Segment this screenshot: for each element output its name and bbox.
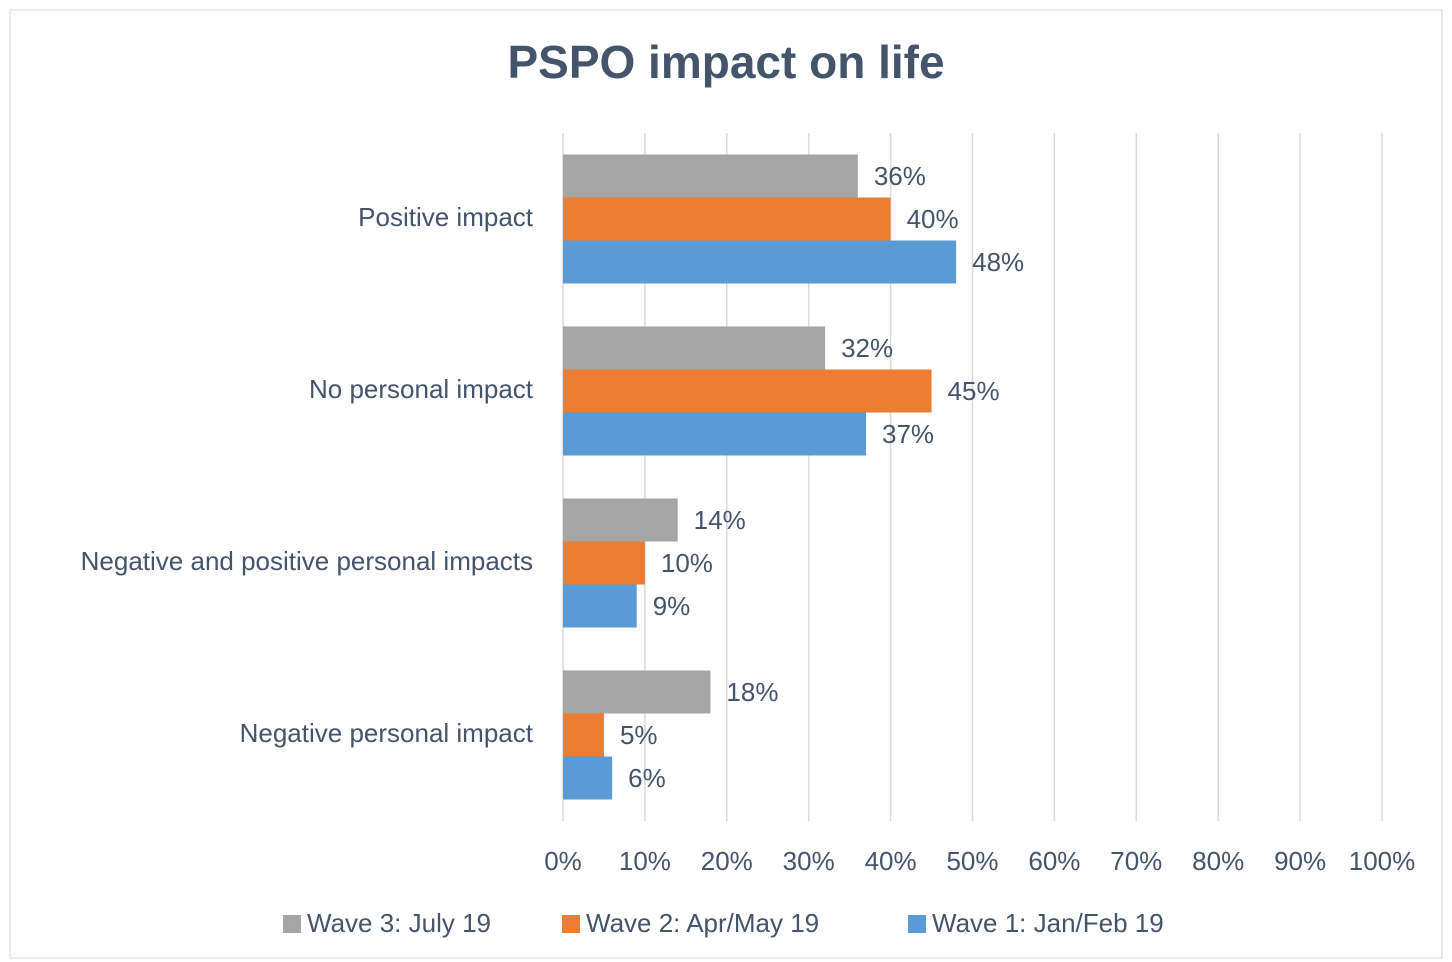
x-tick-label: 80% [1192, 846, 1244, 876]
legend-label: Wave 2: Apr/May 19 [586, 908, 819, 938]
x-tick-label: 40% [865, 846, 917, 876]
data-label: 40% [907, 204, 959, 234]
x-tick-label: 70% [1110, 846, 1162, 876]
bar [563, 541, 645, 585]
data-label: 45% [948, 376, 1000, 406]
x-tick-label: 20% [701, 846, 753, 876]
bar [563, 154, 858, 198]
data-label: 10% [661, 548, 713, 578]
bar [563, 713, 604, 757]
chart-title: PSPO impact on life [507, 36, 944, 88]
y-tick-label: Positive impact [358, 202, 534, 232]
legend-label: Wave 3: July 19 [307, 908, 491, 938]
data-label: 6% [628, 763, 666, 793]
chart-border [9, 9, 1443, 959]
x-tick-label: 10% [619, 846, 671, 876]
legend-swatch [562, 915, 580, 933]
x-tick-label: 100% [1349, 846, 1416, 876]
legend-label: Wave 1: Jan/Feb 19 [932, 908, 1164, 938]
data-label: 48% [972, 247, 1024, 277]
y-tick-label: Negative and positive personal impacts [81, 546, 533, 576]
y-tick-label: Negative personal impact [240, 718, 534, 748]
data-label: 5% [620, 720, 658, 750]
y-tick-label: No personal impact [309, 374, 534, 404]
data-label: 14% [694, 505, 746, 535]
bar [563, 412, 867, 456]
data-label: 32% [841, 333, 893, 363]
data-label: 36% [874, 161, 926, 191]
bar [563, 670, 711, 714]
x-tick-label: 60% [1028, 846, 1080, 876]
x-tick-label: 30% [783, 846, 835, 876]
legend-swatch [908, 915, 926, 933]
bar [563, 498, 678, 542]
x-tick-label: 0% [544, 846, 582, 876]
bar [563, 197, 891, 241]
bar [563, 756, 613, 800]
data-label: 9% [653, 591, 691, 621]
bar [563, 240, 957, 284]
bar [563, 369, 932, 413]
x-tick-label: 50% [946, 846, 998, 876]
bar [563, 584, 637, 628]
bar [563, 326, 826, 370]
data-label: 37% [882, 419, 934, 449]
legend-swatch [283, 915, 301, 933]
data-label: 18% [726, 677, 778, 707]
x-tick-label: 90% [1274, 846, 1326, 876]
